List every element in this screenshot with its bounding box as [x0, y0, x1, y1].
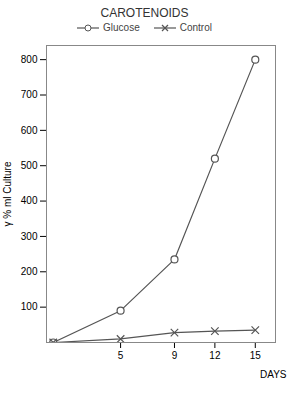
svg-text:200: 200 — [21, 266, 38, 277]
svg-text:15: 15 — [250, 350, 262, 361]
svg-text:12: 12 — [209, 350, 221, 361]
svg-text:400: 400 — [21, 195, 38, 206]
svg-text:800: 800 — [21, 54, 38, 65]
svg-text:5: 5 — [118, 350, 124, 361]
svg-text:600: 600 — [21, 125, 38, 136]
svg-text:100: 100 — [21, 301, 38, 312]
html-text:CAROTENOIDS: CAROTENOIDS — [100, 6, 189, 20]
svg-text:500: 500 — [21, 160, 38, 171]
svg-text:700: 700 — [21, 89, 38, 100]
svg-text:300: 300 — [21, 231, 38, 242]
html-text:Glucose: Glucose — [103, 22, 140, 33]
svg-text:9: 9 — [172, 350, 178, 361]
svg-text:γ % ml Culture: γ % ml Culture — [2, 161, 13, 226]
svg-text:DAYS: DAYS — [260, 369, 287, 380]
html-text:Control: Control — [179, 22, 212, 33]
